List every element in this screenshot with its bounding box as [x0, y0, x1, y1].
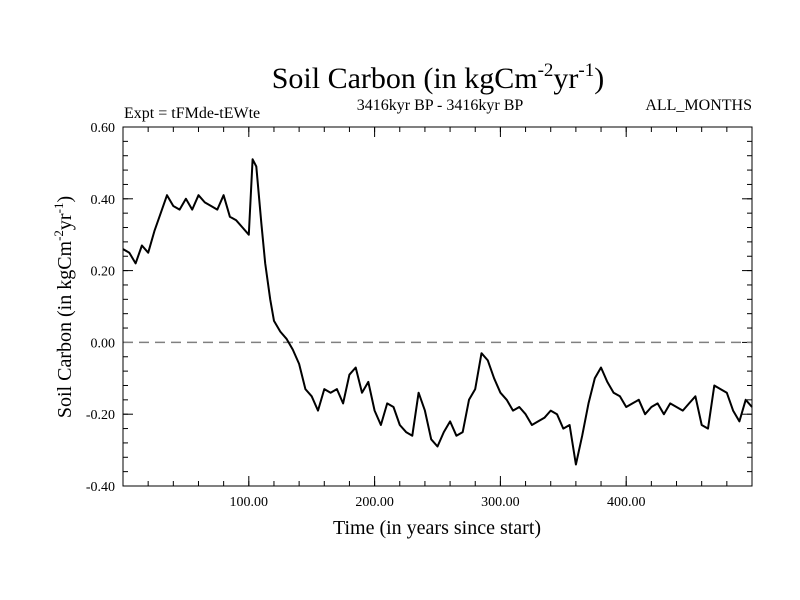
y-tick-label: -0.40 [86, 480, 115, 495]
chart-title: Soil Carbon (in kgCm-2yr-1) [272, 60, 605, 95]
y-tick-label: 0.20 [91, 265, 116, 280]
x-axis-label: Time (in years since start) [333, 517, 541, 539]
x-tick-label: 200.00 [355, 495, 394, 510]
subtitle-left: Expt = tFMde-tEWte [124, 105, 260, 122]
y-tick-label: -0.20 [86, 408, 115, 423]
subtitle-center: 3416kyr BP - 3416kyr BP [357, 97, 524, 114]
x-tick-label: 300.00 [481, 495, 520, 510]
subtitle-right: ALL_MONTHS [645, 97, 752, 114]
y-tick-label: 0.40 [91, 193, 116, 208]
plot-frame [122, 126, 753, 487]
y-axis-label: Soil Carbon (in kgCm-2yr-1) [51, 196, 76, 418]
y-tick-label: 0.00 [91, 336, 116, 351]
series-line-soil-carbon [122, 158, 753, 466]
x-tick-label: 100.00 [230, 495, 269, 510]
x-tick-label: 400.00 [607, 495, 646, 510]
y-tick-label: 0.60 [91, 121, 116, 136]
